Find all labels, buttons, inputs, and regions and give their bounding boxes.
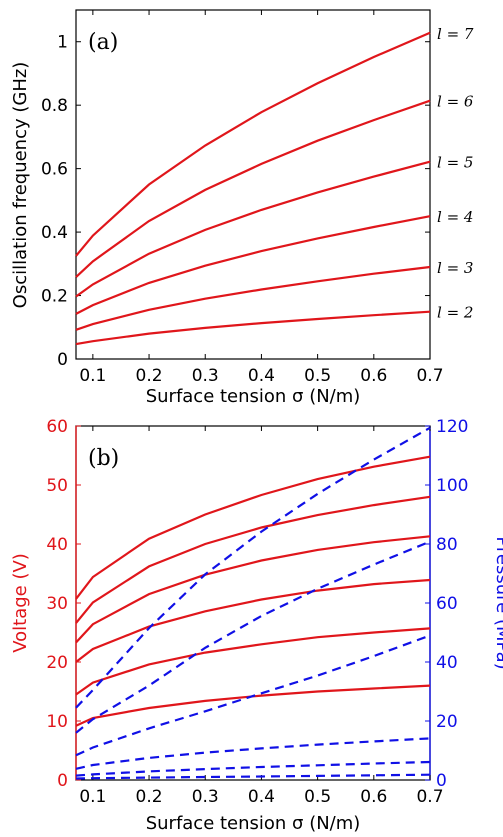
- panel-a-y-tick-label: 0.4: [41, 223, 68, 243]
- panel-a-y-tick-label: 0.6: [41, 160, 68, 180]
- panel-b-right-y-tick-label: 60: [436, 594, 458, 614]
- panel-b-pressure-line-5: [75, 540, 431, 734]
- panel-a-series-line-7: [75, 31, 431, 257]
- panel-b-voltage-line-1: [75, 684, 431, 727]
- panel-a-mode-label: l = 5: [437, 154, 473, 172]
- panel-b-x-tick-label: 0.3: [192, 787, 219, 807]
- panel-b-left-y-tick-label: 40: [46, 535, 68, 555]
- panel-b-right-y-tick-label: 80: [436, 535, 458, 555]
- panel-a-mode-label: l = 4: [437, 208, 473, 226]
- panel-a-y-axis-title: Oscillation frequency (GHz): [10, 62, 31, 309]
- panel-a-x-tick-label: 0.1: [79, 366, 106, 386]
- panel-a-series-line-5: [75, 160, 431, 298]
- panel-b-left-y-tick-label: 0: [57, 771, 68, 791]
- panel-a-series-line-6: [75, 99, 431, 278]
- panel-a-mode-labels: l = 7 l = 6 l = 5 l = 4 l = 3 l = 2: [437, 25, 474, 322]
- panel-a-x-ticks: 0.1 0.2 0.3 0.4 0.5 0.6 0.7: [79, 10, 444, 386]
- panel-a-y-ticks: 0 0.2 0.4 0.6 0.8 1: [41, 33, 430, 370]
- panel-b: 0.1 0.2 0.3 0.4 0.5 0.6 0.7 0 10 20 30 40 50 60 0 20 4…: [10, 417, 503, 834]
- panel-b-label: (b): [88, 446, 119, 471]
- panel-b-x-tick-label: 0.6: [360, 787, 387, 807]
- panel-b-left-y-tick-label: 10: [46, 712, 68, 732]
- panel-a-plot-frame: [75, 9, 431, 360]
- panel-a-series-line-4: [75, 215, 431, 315]
- panel-b-left-y-tick-label: 30: [46, 594, 68, 614]
- panel-b-voltage-line-3: [75, 578, 431, 663]
- panel-b-right-y-tick-label: 0: [436, 771, 447, 791]
- panel-b-voltage-line-2: [75, 627, 431, 696]
- panel-a-x-axis-title: Surface tension σ (N/m): [146, 386, 361, 407]
- panel-a-x-tick-label: 0.6: [360, 366, 387, 386]
- panel-a-series-line-3: [75, 265, 431, 331]
- panel-b-left-y-tick-label: 20: [46, 653, 68, 673]
- panel-a-mode-label: l = 2: [437, 304, 473, 322]
- panel-b-right-y-tick-label: 100: [436, 476, 468, 496]
- panel-b-x-tick-label: 0.7: [416, 787, 443, 807]
- panel-b-left-y-ticks: 0 10 20 30 40 50 60: [46, 417, 81, 791]
- panel-b-pressure-lines: [75, 426, 431, 780]
- panel-b-pressure-line-6: [75, 426, 431, 709]
- panel-b-x-tick-label: 0.1: [79, 787, 106, 807]
- panel-a-x-tick-label: 0.7: [416, 366, 443, 386]
- panel-a-y-tick-label: 1: [57, 33, 68, 53]
- panel-a-y-tick-label: 0.8: [41, 96, 68, 116]
- panel-b-pressure-line-4: [75, 634, 431, 757]
- panel-b-right-y-tick-label: 120: [436, 417, 468, 437]
- panel-b-pressure-line-2: [75, 760, 431, 777]
- panel-b-voltage-line-4: [75, 535, 431, 644]
- panel-b-x-axis-title: Surface tension σ (N/m): [146, 813, 361, 834]
- panel-a-mode-label: l = 3: [437, 259, 473, 277]
- panel-b-left-y-tick-label: 60: [46, 417, 68, 437]
- panel-b-right-y-axis-title: Pressure (MPa): [492, 536, 503, 669]
- panel-a-series-lines: [75, 31, 431, 346]
- panel-a: 0.1 0.2 0.3 0.4 0.5 0.6 0.7 0 0.2 0.4 0.6 0.8 1 (a)…: [10, 9, 474, 407]
- panel-b-voltage-lines: [75, 455, 431, 727]
- panel-a-x-tick-label: 0.2: [136, 366, 163, 386]
- panel-b-plot-frame: [75, 425, 431, 781]
- panel-b-x-tick-label: 0.5: [304, 787, 331, 807]
- panel-a-x-tick-label: 0.3: [192, 366, 219, 386]
- panel-b-x-tick-label: 0.2: [136, 787, 163, 807]
- panel-a-y-tick-label: 0: [57, 350, 68, 370]
- panel-b-left-y-tick-label: 50: [46, 476, 68, 496]
- panel-a-y-tick-label: 0.2: [41, 287, 68, 307]
- panel-a-x-tick-label: 0.4: [248, 366, 275, 386]
- panel-b-x-tick-label: 0.4: [248, 787, 275, 807]
- panel-b-right-y-tick-label: 40: [436, 653, 458, 673]
- panel-a-label: (a): [88, 30, 118, 55]
- panel-a-mode-label: l = 7: [437, 25, 474, 43]
- panel-b-right-y-ticks: 0 20 40 60 80 100 120: [425, 417, 468, 791]
- panel-b-pressure-line-1: [75, 773, 431, 780]
- panel-b-left-y-axis-title: Voltage (V): [10, 553, 31, 653]
- panel-b-right-y-tick-label: 20: [436, 712, 458, 732]
- panel-b-voltage-line-5: [75, 495, 431, 624]
- panel-b-voltage-line-6: [75, 455, 431, 600]
- panel-b-pressure-line-3: [75, 737, 431, 770]
- panel-b-x-ticks: 0.1 0.2 0.3 0.4 0.5 0.6 0.7: [79, 426, 444, 807]
- panel-a-x-tick-label: 0.5: [304, 366, 331, 386]
- panel-a-series-line-2: [75, 310, 431, 346]
- panel-a-mode-label: l = 6: [437, 93, 474, 111]
